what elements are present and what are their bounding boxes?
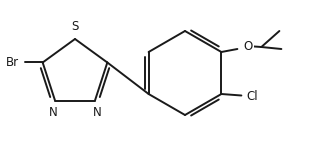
Text: Cl: Cl (246, 89, 258, 102)
Text: Br: Br (6, 56, 19, 69)
Text: S: S (71, 20, 79, 33)
Text: N: N (49, 106, 57, 119)
Text: O: O (243, 40, 253, 53)
Text: N: N (92, 106, 101, 119)
